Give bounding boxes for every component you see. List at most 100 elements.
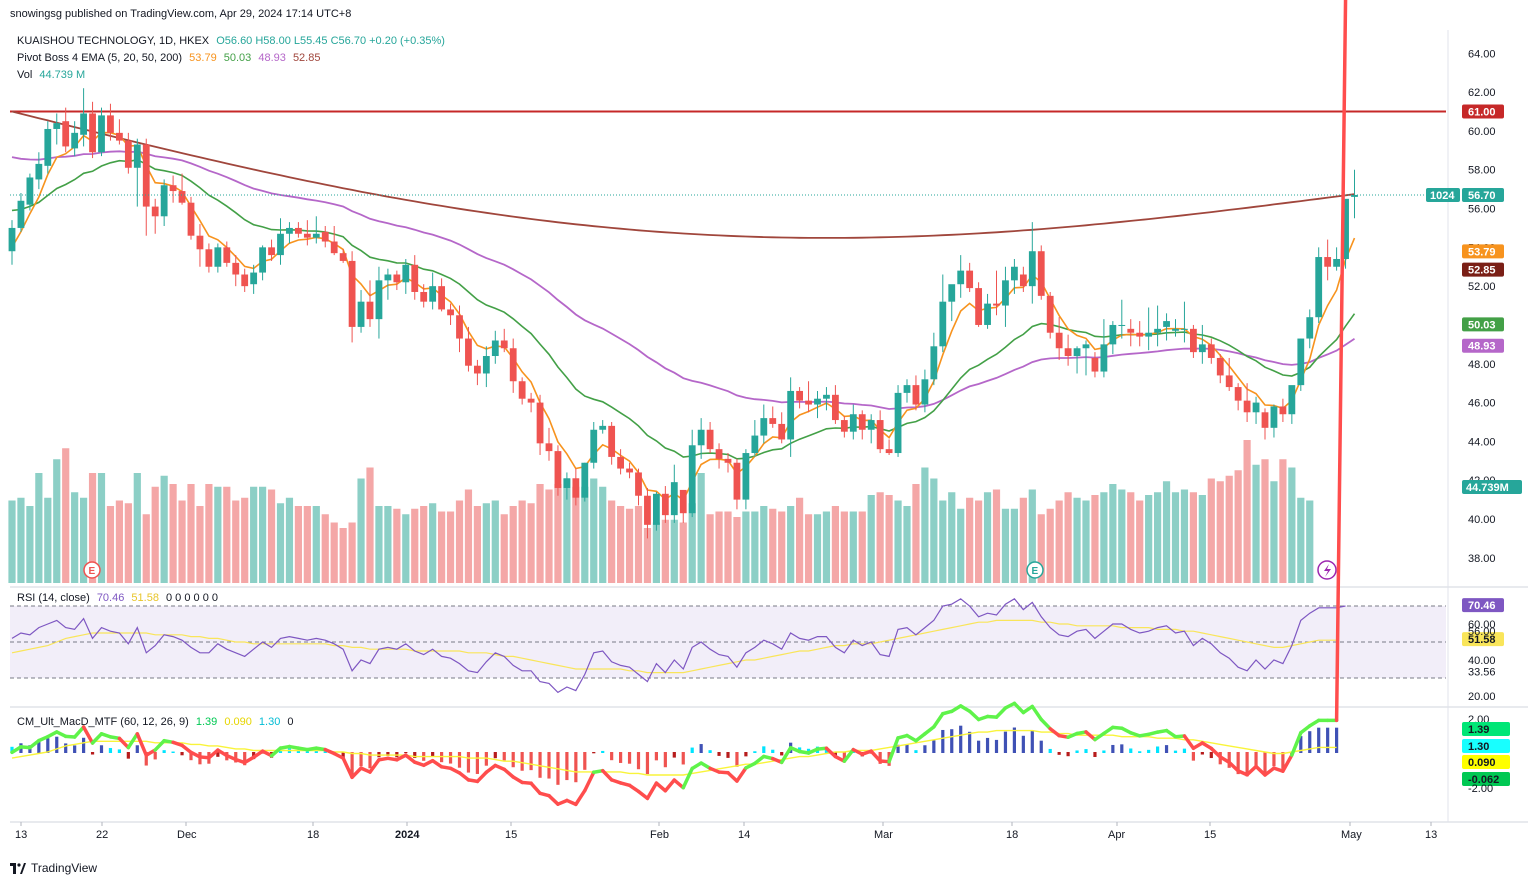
- candle: [644, 487, 651, 539]
- candle-body: [89, 113, 96, 153]
- macd-line-segment: [627, 783, 641, 794]
- ema5-price-tag-bg: [1462, 244, 1504, 259]
- last-price-tag-bg: [1462, 187, 1504, 202]
- price-axis-label: 58.00: [1468, 165, 1496, 177]
- macd-histogram-bar: [350, 752, 354, 775]
- macd-histogram-bar: [1003, 731, 1008, 753]
- candle-body: [581, 462, 589, 498]
- volume-bar: [796, 497, 804, 583]
- candle-body: [223, 247, 231, 263]
- rsi-legend-name[interactable]: RSI (14, close): [17, 592, 90, 604]
- macd-histogram-bar: [341, 752, 345, 759]
- candle-body: [626, 468, 633, 473]
- candle: [411, 255, 419, 300]
- candle-body: [1279, 406, 1287, 415]
- macd-histogram-bar: [1102, 750, 1106, 753]
- candle: [169, 175, 177, 203]
- rsi-axis-label: 60.00: [1468, 619, 1496, 631]
- macd-histogram-bar: [950, 729, 954, 753]
- volume-bar: [634, 506, 643, 583]
- macd-histogram-bar: [359, 752, 363, 767]
- volume-bar: [267, 489, 276, 583]
- volume-bar: [527, 503, 535, 583]
- macd-histogram-bar: [681, 752, 685, 765]
- vol-legend-name[interactable]: Vol: [17, 69, 33, 81]
- symbol-legend: KUAISHOU TECHNOLOGY, 1D, HKEX O56.60 H58…: [17, 35, 449, 47]
- macd-v2: 0.090: [224, 716, 252, 728]
- ema-legend-name[interactable]: Pivot Boss 4 EMA (5, 20, 50, 200): [17, 52, 183, 64]
- candle: [1109, 321, 1117, 355]
- rsi-extras: 0 0 0 0 0 0: [166, 592, 218, 604]
- macd-histogram-bar: [905, 744, 909, 753]
- candle-body: [62, 121, 70, 147]
- candle: [805, 381, 812, 413]
- candle-body: [536, 402, 544, 444]
- ema50-value: 48.93: [258, 52, 286, 64]
- macd-histogram-bar: [171, 751, 175, 753]
- candle: [1252, 396, 1260, 424]
- volume-bar: [384, 506, 392, 583]
- volume-bar: [133, 473, 141, 583]
- candle-body: [644, 495, 651, 525]
- volume-bar: [411, 508, 419, 583]
- candle: [116, 119, 123, 145]
- volume-bar: [992, 489, 1001, 583]
- volume-bar: [563, 478, 571, 583]
- candle: [599, 420, 607, 434]
- volume-bar: [339, 528, 347, 583]
- candle: [939, 274, 947, 353]
- macd-histogram-bar: [592, 752, 596, 754]
- candle: [679, 489, 687, 523]
- macd-value-tag: 0.090: [1468, 757, 1496, 769]
- macd-line-segment: [1281, 753, 1294, 773]
- candle: [393, 270, 401, 291]
- macd-value-tag: 1.30: [1468, 741, 1489, 753]
- candle: [71, 121, 79, 157]
- candle-body: [1082, 344, 1090, 349]
- macd-line-segment: [1334, 0, 1348, 723]
- macd-line-segment: [779, 746, 793, 765]
- candle-body: [1136, 332, 1144, 337]
- macd-legend-name[interactable]: CM_Ult_MacD_MTF (60, 12, 26, 9): [17, 716, 189, 728]
- rsi-axis-label: 33.56: [1468, 667, 1496, 679]
- macd-line-segment: [663, 778, 677, 793]
- candle-body: [653, 493, 660, 525]
- volume-bar: [330, 522, 338, 583]
- volume-bar: [625, 508, 634, 583]
- macd-line-segment: [1048, 726, 1061, 738]
- macd-histogram-bar: [323, 751, 327, 753]
- candle: [1297, 338, 1305, 391]
- macd-line-segment: [583, 770, 596, 793]
- volume-bar: [1279, 459, 1287, 583]
- macd-histogram-bar: [37, 740, 41, 753]
- macd-line-segment: [484, 763, 498, 774]
- volume-bar: [1064, 492, 1072, 583]
- rsi-value: 70.46: [96, 592, 125, 604]
- candle: [1154, 305, 1161, 347]
- macd-histogram-bar: [735, 752, 739, 767]
- candle: [1082, 340, 1090, 376]
- macd-line-segment: [126, 732, 140, 750]
- candle-body: [214, 247, 222, 267]
- candle: [1091, 352, 1099, 378]
- candle-body: [241, 274, 249, 287]
- candle-body: [939, 301, 947, 347]
- tradingview-footer[interactable]: TradingView: [10, 861, 97, 875]
- candle: [688, 429, 696, 518]
- volume-bar: [1154, 492, 1162, 583]
- candle-body: [411, 264, 419, 292]
- candle: [670, 464, 678, 523]
- symbol-title[interactable]: KUAISHOU TECHNOLOGY, 1D, HKEX: [17, 35, 210, 47]
- candle: [832, 385, 839, 424]
- candle: [339, 249, 347, 263]
- candle-body: [563, 478, 571, 488]
- candle-body: [599, 425, 607, 430]
- candle: [1002, 266, 1009, 327]
- candle: [44, 121, 52, 174]
- volume-bar: [321, 514, 329, 583]
- macd-line-segment: [269, 746, 283, 758]
- candle: [912, 375, 920, 411]
- candle-body: [133, 144, 141, 168]
- macd-histogram-bar: [771, 749, 775, 753]
